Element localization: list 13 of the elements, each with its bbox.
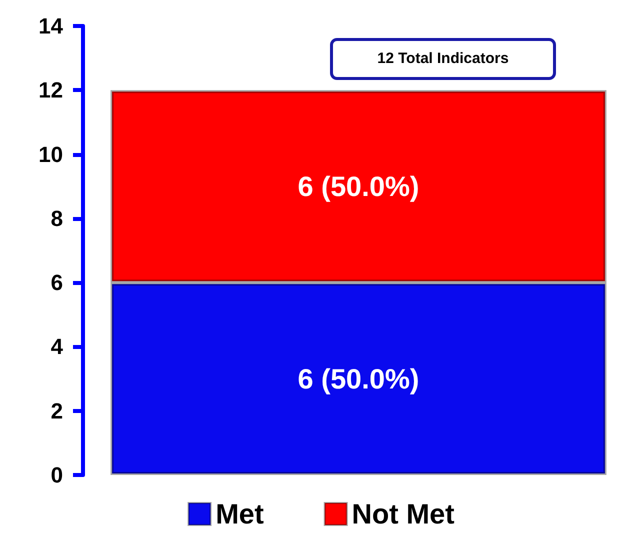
data-label: 6 (50.0%)	[298, 170, 420, 202]
y-tick-label: 4	[50, 334, 64, 360]
y-tick-label: 6	[50, 270, 63, 296]
y-tick-label: 12	[38, 78, 63, 103]
y-tick-label: 14	[38, 14, 64, 38]
y-tick-label: 8	[50, 206, 63, 231]
callout-box: 12 Total Indicators	[330, 38, 556, 80]
data-label: 6 (50.0%)	[298, 363, 420, 394]
legend-label: Met	[216, 498, 264, 530]
y-tick-label: 2	[50, 398, 63, 424]
legend-label: Not Met	[352, 498, 454, 530]
y-tick-label: 0	[50, 462, 63, 488]
y-tick-label: 10	[38, 142, 63, 167]
